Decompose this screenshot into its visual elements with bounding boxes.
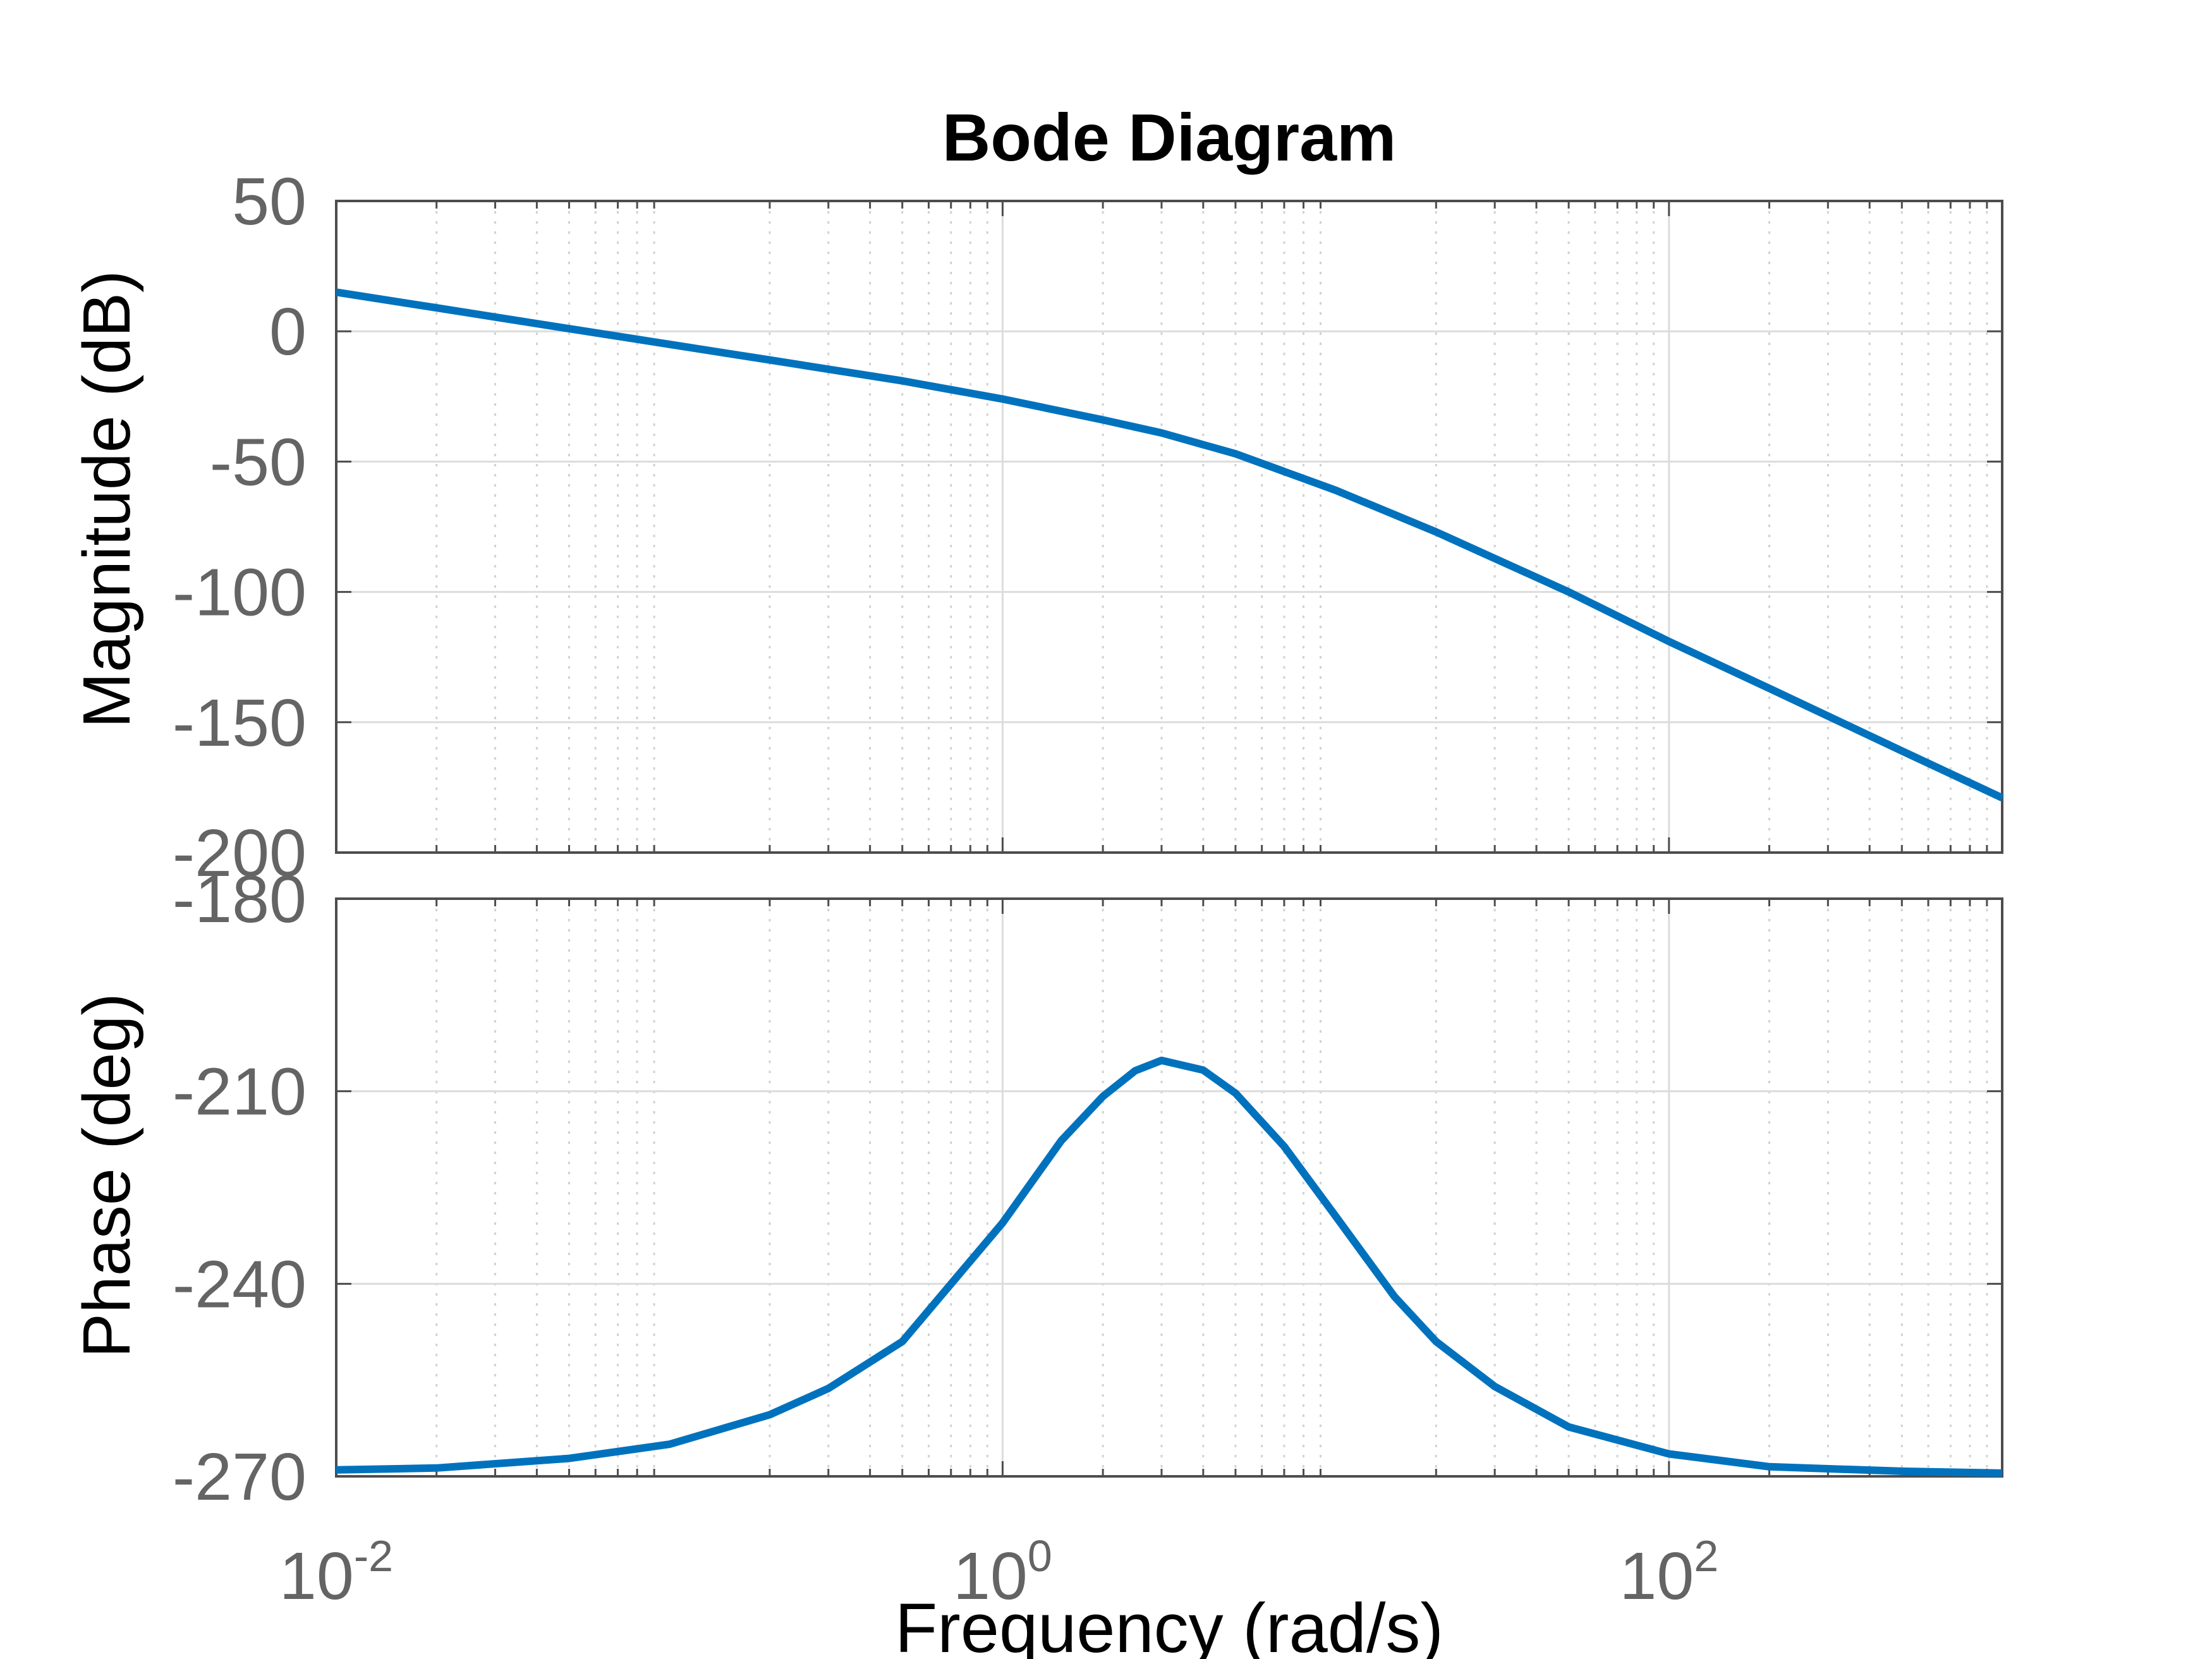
- x-tick-label: 10-2: [279, 1531, 393, 1613]
- phase-y-tick-label: -240: [173, 1247, 307, 1322]
- phase-axis-label: Phase (deg): [70, 993, 144, 1358]
- magnitude-plot-area: [336, 201, 2002, 853]
- magnitude-y-tick-label: -150: [173, 686, 307, 760]
- x-tick-label: 102: [1619, 1531, 1718, 1613]
- magnitude-y-tick-label: -50: [210, 425, 307, 499]
- magnitude-plot: 50 0 -50 -100 -150 -200: [173, 164, 2004, 890]
- magnitude-y-tick-label: -200: [173, 816, 307, 890]
- frequency-axis-label: Frequency (rad/s): [895, 1589, 1443, 1659]
- x-tick-exponent: -2: [354, 1531, 393, 1581]
- phase-y-tick-label: -210: [173, 1055, 307, 1129]
- chart-title: Bode Diagram: [942, 100, 1397, 175]
- x-tick-exponent: 0: [1028, 1531, 1052, 1581]
- magnitude-series-line: [336, 288, 2004, 801]
- magnitude-y-tick-label: -100: [173, 556, 307, 630]
- phase-axes-box: [335, 897, 2003, 1478]
- magnitude-axis-label: Magnitude (dB): [70, 270, 144, 729]
- phase-plot-area: [336, 899, 2002, 1476]
- phase-y-tick-label: -180: [173, 862, 307, 937]
- phase-series-line: [336, 1056, 2003, 1477]
- phase-y-tick-label: -270: [173, 1440, 307, 1514]
- magnitude-axes-box: [335, 200, 2003, 854]
- magnitude-y-tick-label: 0: [269, 295, 307, 369]
- x-tick-exponent: 2: [1694, 1531, 1718, 1581]
- magnitude-y-tick-label: 50: [232, 164, 307, 239]
